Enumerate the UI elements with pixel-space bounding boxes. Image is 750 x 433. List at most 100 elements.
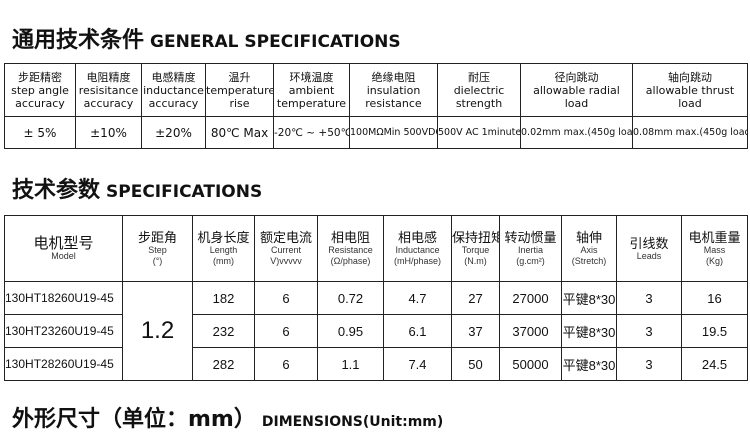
value-cell: 1.1 [317,347,384,381]
header-line: temperature [276,96,347,110]
dimensions-title: 外形尺寸（单位：mm） DIMENSIONS(Unit:mm) [12,401,443,433]
value-cell: 3 [616,314,682,348]
value-cell: 50000 [499,347,562,381]
value-cell: 19.5 [681,314,748,348]
value-cell: 平键8*30 [561,281,617,315]
value-cell: 500V AC 1minute [437,116,521,149]
header-line: accuracy [148,96,199,110]
model-cell: 130HT28260U19-45 [4,347,123,381]
header-unit: (Kg) [705,256,723,266]
header-zh: 引线数 [629,235,669,251]
value-cell: 平键8*30 [561,314,617,348]
value-cell: 37000 [499,314,562,348]
header-line: resistance [365,96,422,110]
header-line: 电阻精度 [86,70,131,84]
value-cell: 100MΩMin 500VDC [349,116,438,149]
header-line: inductance [143,83,204,97]
value-cell: 50 [451,347,500,381]
title-en: SPECIFICATIONS [106,182,263,202]
header-line: 耐压 [468,70,490,84]
header-line: 电感精度 [151,70,196,84]
header-unit: (°) [152,256,163,266]
header-unit: (g.cm²) [516,256,545,266]
header-cell: 环境温度 ambient temperature [273,63,350,117]
header-en: Length [209,245,238,255]
header-line: load [564,96,589,110]
header-en: Model [51,250,76,261]
header-en: Inductance [395,245,440,255]
header-cell: 步距精密 step angle accuracy [4,63,76,117]
header-unit: (N.m) [464,256,487,266]
header-unit: (mH/phase) [393,256,441,266]
header-cell: 电阻精度 resisitance accuracy [75,63,142,117]
value-cell: 4.7 [383,281,452,315]
header-unit: (Stretch) [571,256,607,266]
header-en: Torque [461,245,490,255]
header-line: temperature [206,83,274,97]
value-cell: 27 [451,281,500,315]
header-en: Mass [703,245,726,255]
header-line: 径向跳动 [554,70,599,84]
title-en: GENERAL SPECIFICATIONS [150,32,401,52]
header-line: load [678,96,702,110]
header-cell: 绝缘电阻 insulation resistance [349,63,438,117]
header-cell: 轴向跳动 allowable thrust load [632,63,748,117]
header-line: accuracy [15,96,65,110]
header-unit: (mm) [213,256,234,266]
header-cell: 保持扭矩 Torque (N.m) [451,215,500,282]
header-en: Current [270,245,301,255]
value-cell: ±10% [75,116,142,149]
header-unit: (Ω/phase) [330,256,371,266]
header-zh: 额定电流 [259,230,312,245]
value-cell: 232 [192,314,255,348]
header-cell: 相电感 Inductance (mH/phase) [383,215,452,282]
value-cell: 6.1 [383,314,452,348]
title-en: DIMENSIONS(Unit:mm) [261,414,444,430]
header-zh: 相电阻 [330,230,370,245]
general-specs-table: 步距精密 step angle accuracy 电阻精度 resisitance acc… [4,63,748,149]
value-cell: 0.02mm max.(450g load) [520,116,633,149]
header-zh: 轴伸 [575,230,602,245]
header-en: Axis [580,245,598,255]
model-cell: 130HT18260U19-45 [4,281,123,315]
table-row: 130HT28260U19-45 282 6 1.1 7.4 50 50000 平键8*30 3… [4,347,748,381]
header-line: strength [455,96,503,110]
header-zh: 步距角 [137,230,177,245]
header-en: Step [148,245,167,255]
header-zh: 机身长度 [197,230,250,245]
value-cell: 3 [616,347,682,381]
value-cell: 6 [254,347,318,381]
value-cell: 0.08mm max.(450g load) [632,116,748,149]
header-line: 步距精密 [18,70,62,84]
value-cell: 282 [192,347,255,381]
value-cell: -20℃ ~ +50℃ [273,116,350,149]
header-cell: 引线数 Leads [616,215,682,282]
value-cell: 6 [254,281,318,315]
general-specs-title: 通用技术条件 GENERAL SPECIFICATIONS [12,22,401,54]
value-cell: 24.5 [681,347,748,381]
value-cell: 0.95 [317,314,384,348]
header-cell: 电机型号 Model [4,215,123,282]
header-cell: 步距角 Step (°) [122,215,193,282]
header-line: dielectric [453,83,505,97]
header-zh: 电机重量 [688,230,741,245]
header-line: step angle [11,83,69,97]
specs-table: 电机型号 Model 步距角 Step (°) 机身长度 Length (mm) 额定电流 Cur… [4,215,748,381]
title-zh: 技术参数 [12,178,101,203]
value-cell: 37 [451,314,500,348]
header-line: allowable radial [533,83,620,97]
title-zh: 通用技术条件 [12,28,145,53]
header-line: insulation [366,83,421,97]
header-line: rise [229,96,250,110]
header-cell: 相电阻 Resistance (Ω/phase) [317,215,384,282]
header-cell: 轴伸 Axis (Stretch) [561,215,617,282]
header-line: 温升 [228,70,251,84]
header-cell: 电机重量 Mass (Kg) [681,215,748,282]
header-zh: 保持扭矩 [452,230,500,245]
model-cell: 130HT23260U19-45 [4,314,123,348]
header-line: 绝缘电阻 [371,70,416,84]
header-en: Resistance [328,245,373,255]
header-zh: 相电感 [397,230,437,245]
header-cell: 径向跳动 allowable radial load [520,63,633,117]
header-unit: V)vvvvv [270,256,302,266]
